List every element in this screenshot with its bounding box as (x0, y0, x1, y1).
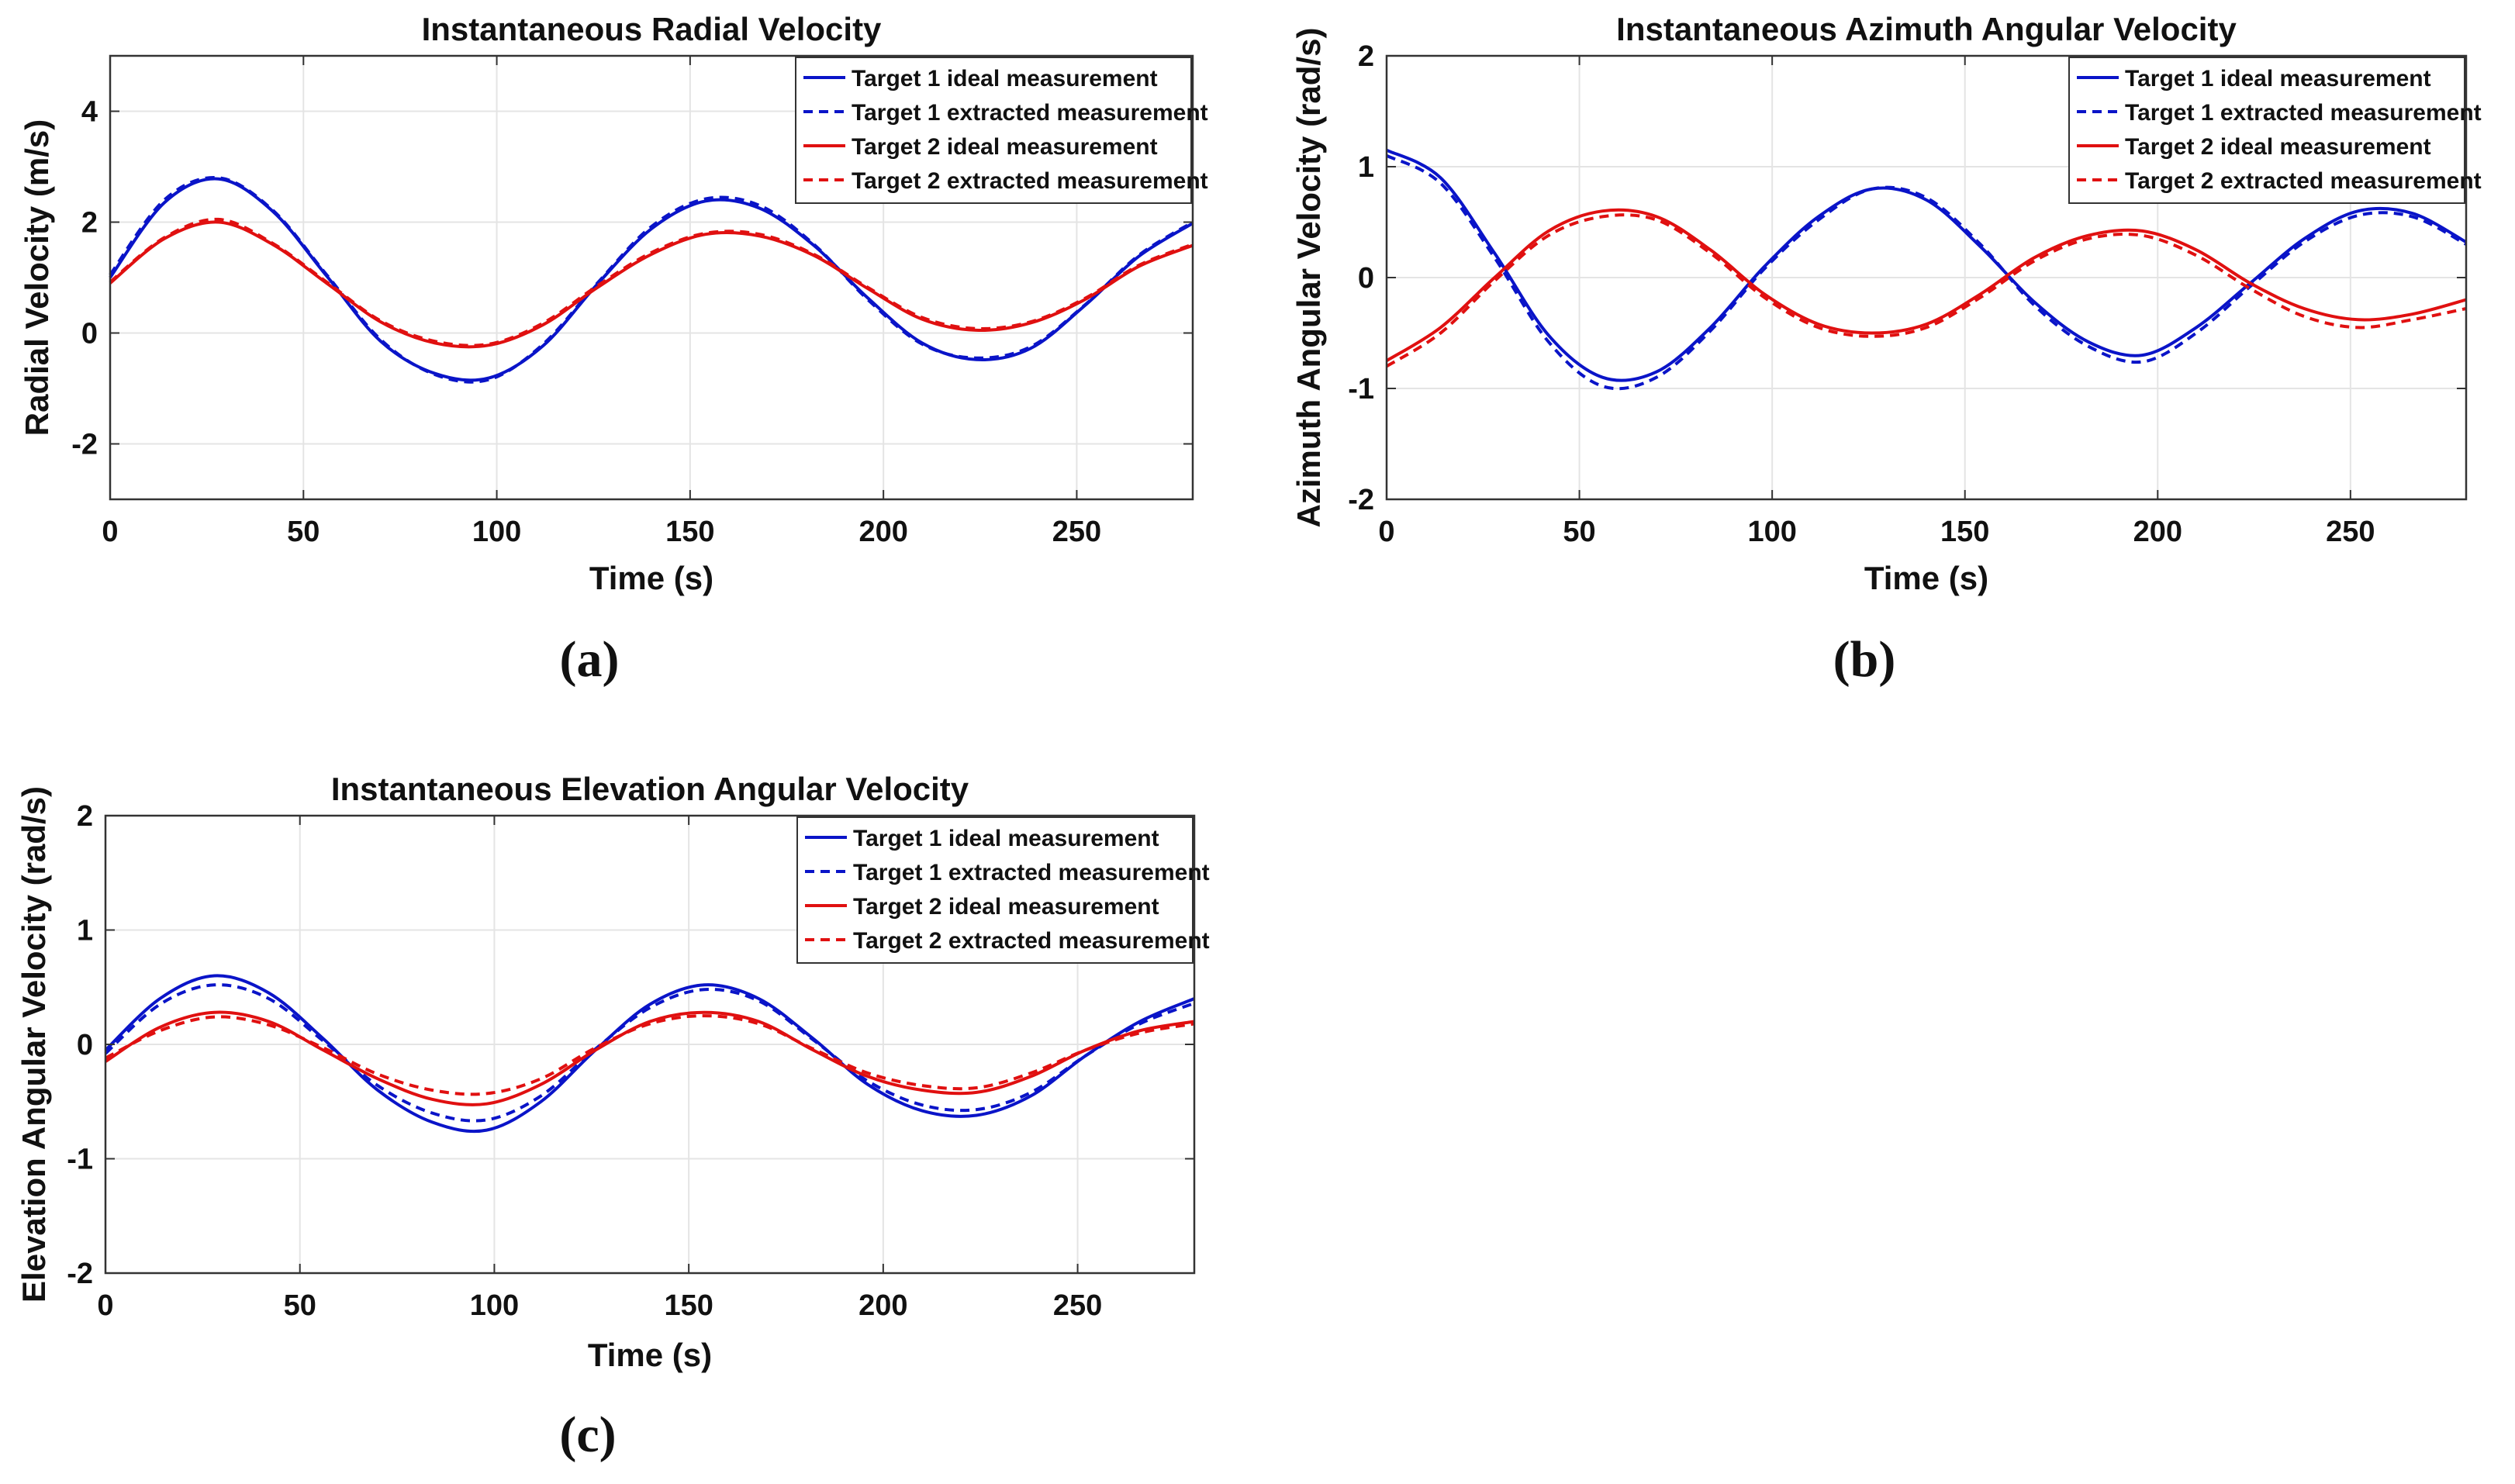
x-tick-label: 0 (102, 516, 118, 548)
x-tick-label: 200 (858, 516, 907, 548)
y-tick-label: 1 (1358, 151, 1374, 184)
x-tick-label: 0 (1378, 516, 1394, 548)
x-tick-label: 100 (1747, 516, 1796, 548)
y-tick-label: 1 (77, 915, 93, 947)
y-tick-label: 2 (81, 207, 98, 240)
x-tick-label: 100 (472, 516, 521, 548)
y-tick-label: -2 (71, 429, 98, 461)
ticks: 0 50 100 150 200 250 -2 0 2 4 (71, 56, 1193, 548)
x-axis-label: Time (s) (588, 1337, 712, 1373)
y-tick-label: 0 (77, 1029, 93, 1061)
chart-title: Instantaneous Azimuth Angular Velocity (1616, 11, 2237, 47)
x-tick-label: 50 (284, 1289, 316, 1322)
series-line-1 (104, 974, 1195, 1134)
y-tick-label: 2 (1358, 40, 1374, 73)
y-tick-label: -2 (67, 1258, 93, 1290)
x-tick-label: 150 (1940, 516, 1989, 548)
legend-entry: Target 1 ideal measurement (853, 826, 1159, 851)
series-line-1 (1386, 148, 2467, 382)
series-line-2 (104, 983, 1195, 1123)
x-axis-label: Time (s) (589, 560, 713, 596)
azimuth-angular-velocity-chart: Instantaneous Azimuth Angular Velocity 0 5… (1290, 11, 2482, 688)
elevation-angular-velocity-chart: Instantaneous Elevation Angular Velocity… (16, 771, 1210, 1463)
series-group (104, 974, 1195, 1134)
legend-box (795, 57, 1192, 204)
x-tick-label: 0 (97, 1289, 113, 1322)
legend-entry: Target 1 extracted measurement (853, 860, 1210, 885)
x-tick-label: 150 (665, 516, 714, 548)
legend: Target 1 ideal measurement Target 1 extra… (795, 57, 1208, 204)
x-tick-label: 50 (1563, 516, 1595, 548)
x-tick-label: 200 (858, 1289, 907, 1322)
legend: Target 1 ideal measurement Target 1 extra… (796, 816, 1210, 964)
x-tick-label: 50 (287, 516, 320, 548)
panel-label: (b) (1833, 631, 1896, 688)
legend-entry: Target 1 ideal measurement (852, 66, 1158, 91)
legend-entry: Target 2 extracted measurement (852, 168, 1208, 194)
panel-label: (c) (559, 1406, 616, 1463)
legend-box (2068, 57, 2465, 204)
legend-entry: Target 1 extracted measurement (852, 100, 1208, 126)
y-axis-label: Elevation Angular Velocity (rad/s) (16, 786, 52, 1303)
series-line-3 (104, 1010, 1195, 1106)
legend: Target 1 ideal measurement Target 1 extra… (2068, 57, 2482, 204)
x-tick-label: 100 (470, 1289, 519, 1322)
y-tick-label: -2 (1348, 484, 1374, 516)
x-tick-label: 250 (2326, 516, 2375, 548)
legend-entry: Target 2 ideal measurement (2125, 134, 2431, 160)
y-axis-label: Azimuth Angular Velocity (rad/s) (1290, 28, 1327, 528)
x-tick-label: 150 (664, 1289, 713, 1322)
chart-title: Instantaneous Radial Velocity (422, 11, 882, 47)
legend-entry: Target 2 extracted measurement (853, 928, 1210, 954)
series-line-4 (1385, 213, 2467, 368)
legend-entry: Target 1 extracted measurement (2125, 100, 2482, 126)
x-axis-label: Time (s) (1864, 560, 1988, 596)
y-tick-label: 0 (1358, 262, 1374, 295)
x-tick-label: 200 (2133, 516, 2182, 548)
chart-panel-a: Instantaneous Radial Velocity 0 50 100 150 20… (0, 0, 1241, 698)
x-tick-label: 250 (1052, 516, 1101, 548)
chart-title: Instantaneous Elevation Angular Velocity (331, 771, 969, 807)
series-line-4 (109, 217, 1194, 347)
series-group (1385, 148, 2467, 391)
legend-entry: Target 2 extracted measurement (2125, 168, 2482, 194)
y-tick-label: -1 (67, 1144, 93, 1176)
series-line-2 (109, 176, 1194, 384)
axes-box (109, 54, 1194, 501)
series-group (109, 176, 1194, 384)
series-line-4 (105, 1014, 1195, 1096)
legend-entry: Target 2 ideal measurement (852, 134, 1158, 160)
legend-box (796, 816, 1194, 964)
ticks: 0 50 100 150 200 250 -2 -1 0 1 2 (67, 800, 1194, 1322)
chart-panel-b: Instantaneous Azimuth Angular Velocity 0 5… (1272, 0, 2513, 698)
legend-entry: Target 2 ideal measurement (853, 894, 1159, 920)
legend-entry: Target 1 ideal measurement (2125, 66, 2431, 91)
series-line-2 (1386, 154, 2467, 391)
y-axis-label: Radial Velocity (m/s) (19, 119, 55, 436)
y-tick-label: 0 (81, 318, 98, 350)
chart-panel-c: Instantaneous Elevation Angular Velocity… (0, 760, 1241, 1484)
y-tick-label: -1 (1348, 373, 1374, 406)
y-tick-label: 2 (77, 800, 93, 833)
y-tick-label: 4 (81, 96, 98, 129)
x-tick-label: 250 (1053, 1289, 1102, 1322)
series-line-3 (1385, 208, 2467, 362)
panel-label: (a) (560, 631, 620, 688)
ticks: 0 50 100 150 200 250 -2 -1 0 1 2 (1348, 40, 2466, 548)
